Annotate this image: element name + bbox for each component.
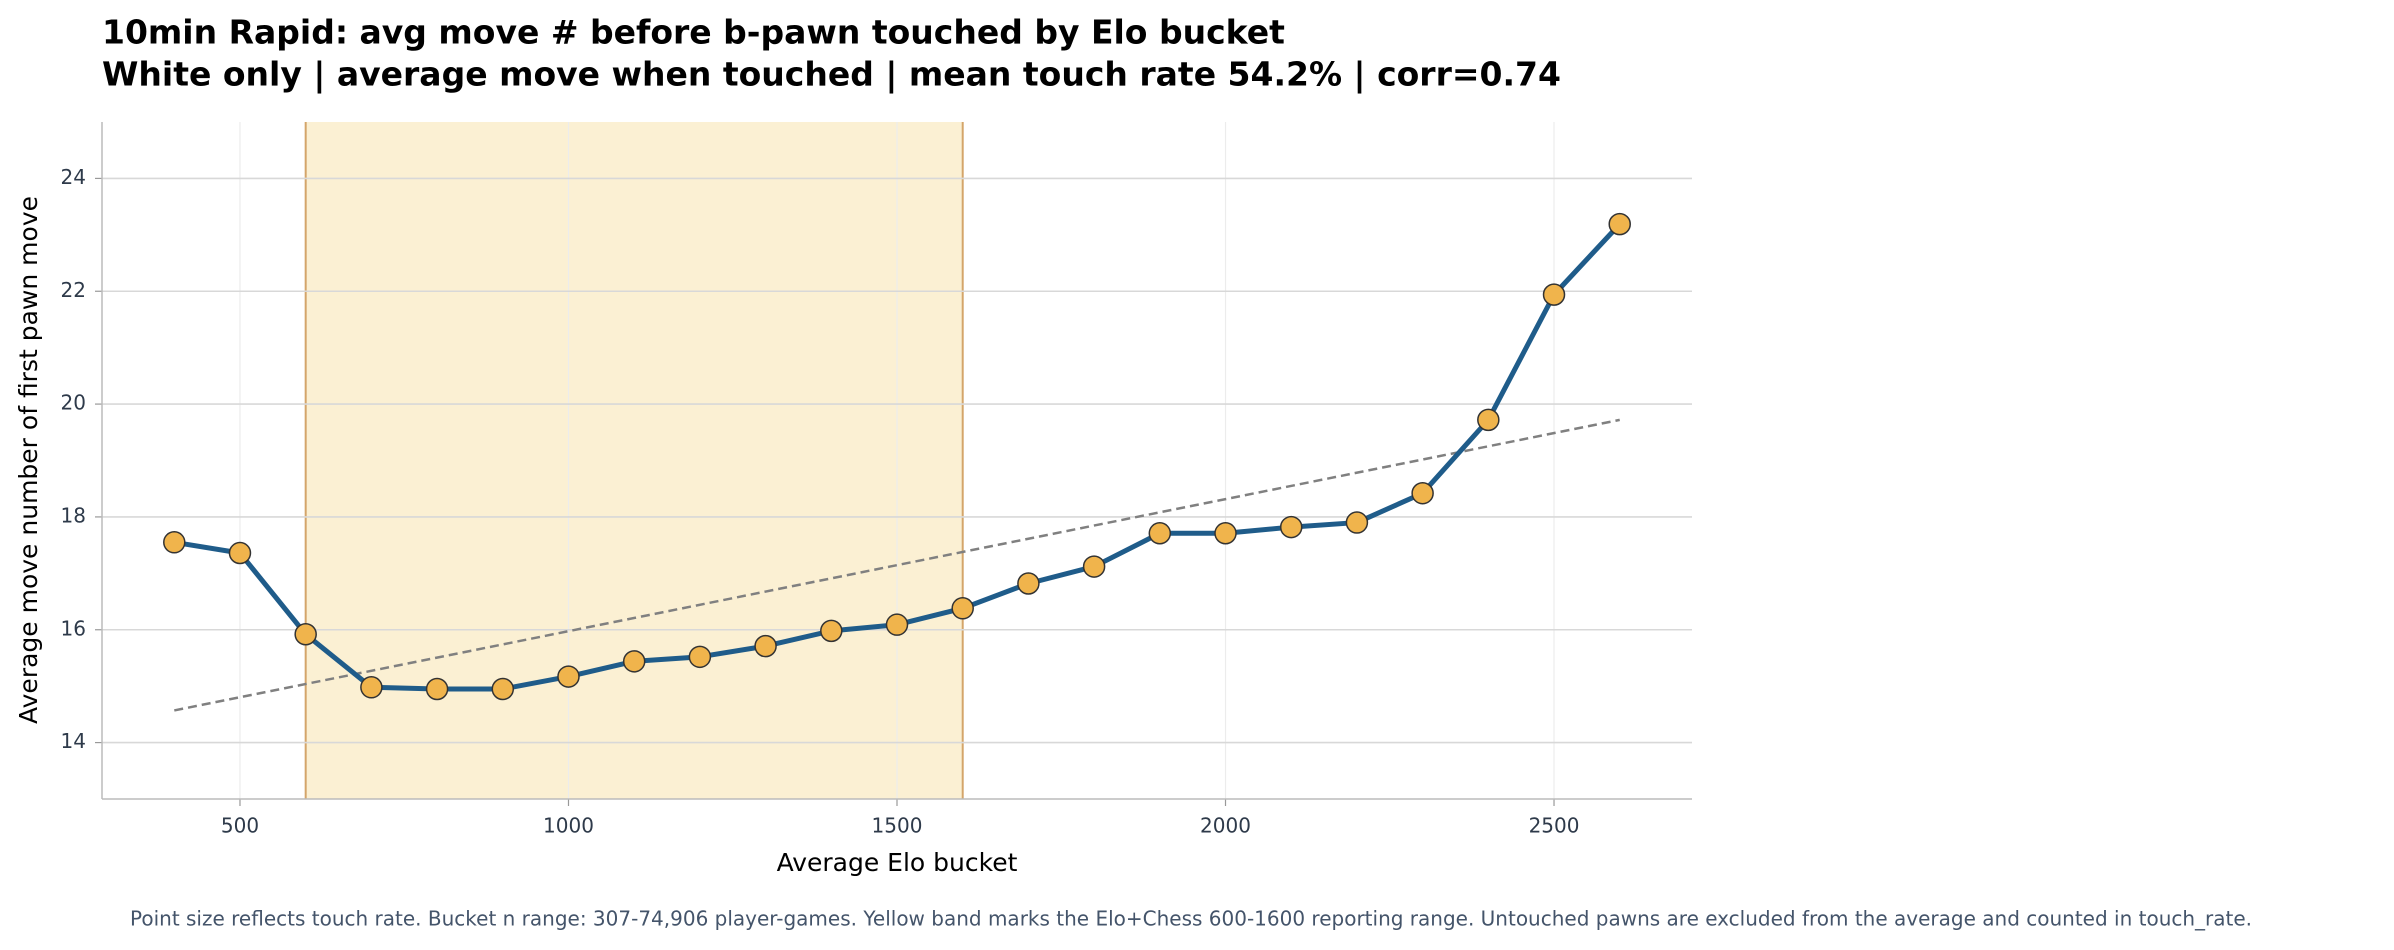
y-tick-label: 14 bbox=[61, 729, 86, 753]
chart-title: 10min Rapid: avg move # before b-pawn to… bbox=[102, 13, 1285, 52]
y-axis-label: Average move number of first pawn move bbox=[14, 196, 43, 724]
point bbox=[820, 619, 843, 643]
y-tick-label: 18 bbox=[61, 503, 86, 527]
point bbox=[1345, 511, 1369, 534]
point bbox=[622, 650, 646, 673]
point bbox=[885, 613, 909, 636]
band bbox=[305, 122, 963, 799]
point bbox=[1542, 283, 1566, 306]
point bbox=[557, 665, 580, 688]
point bbox=[1214, 522, 1237, 545]
point bbox=[294, 623, 317, 646]
point bbox=[1477, 408, 1500, 432]
point bbox=[228, 541, 252, 565]
x-tick-label: 1500 bbox=[872, 814, 923, 838]
y-tick-label: 20 bbox=[61, 391, 86, 415]
trend-line bbox=[174, 418, 1620, 712]
point bbox=[360, 676, 383, 699]
point bbox=[688, 645, 712, 669]
x-tick-label: 1000 bbox=[543, 814, 594, 838]
x-tick-label: 2000 bbox=[1200, 814, 1251, 838]
point bbox=[1148, 522, 1172, 545]
y-tick-label: 22 bbox=[61, 278, 86, 302]
point bbox=[425, 677, 449, 701]
point bbox=[491, 677, 515, 701]
x-axis-label: Average Elo bucket bbox=[777, 848, 1018, 877]
y-tick-label: 24 bbox=[61, 165, 86, 189]
point bbox=[1608, 212, 1631, 236]
point bbox=[951, 597, 974, 620]
point bbox=[163, 531, 186, 554]
y-tick-label: 16 bbox=[61, 616, 86, 640]
x-tick-label: 2500 bbox=[1529, 814, 1580, 838]
chart-subtitle: White only | average move when touched |… bbox=[102, 55, 1561, 94]
point bbox=[754, 634, 777, 658]
point bbox=[1082, 555, 1106, 578]
point bbox=[1279, 515, 1303, 539]
point bbox=[1017, 572, 1040, 595]
x-tick-label: 500 bbox=[221, 814, 259, 838]
footnote: Point size reflects touch rate. Bucket n… bbox=[130, 907, 2252, 931]
point bbox=[1411, 481, 1434, 505]
